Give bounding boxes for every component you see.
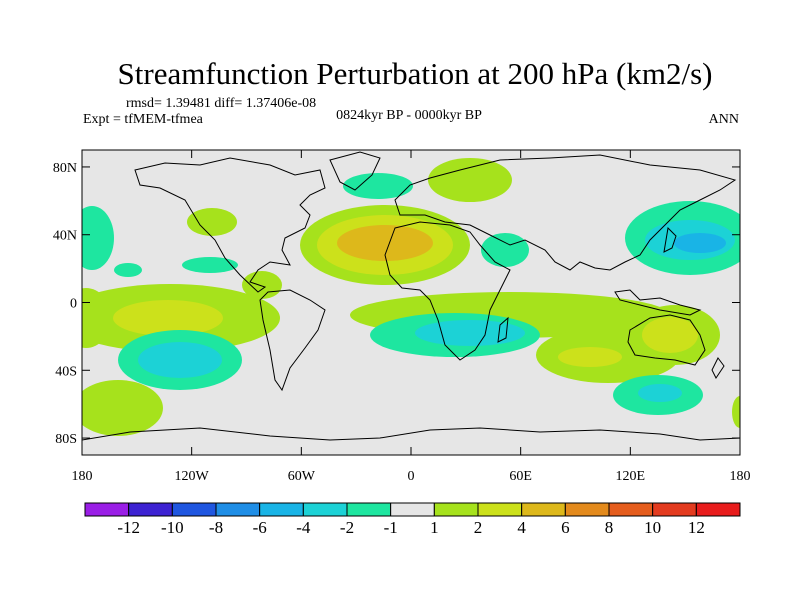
colorbar-swatch (477, 502, 523, 517)
contour-io-low-2 (415, 320, 525, 346)
colorbar-swatch (652, 502, 697, 517)
contour-spac-low-2 (638, 384, 682, 402)
coast-australia (627, 314, 706, 366)
colorbar-label: -12 (117, 518, 140, 537)
contour-natl-low (343, 173, 413, 199)
anomaly-contours (82, 158, 740, 436)
colorbar-swatch (695, 502, 741, 517)
colorbar-swatch (84, 502, 130, 517)
contour-sio-4 (558, 347, 622, 367)
x-tick-label: 0 (408, 469, 415, 484)
x-tick-label: 60W (288, 469, 316, 484)
contour-npacific-low (114, 263, 142, 277)
colorbar-swatch (302, 502, 348, 517)
contour-npacific-small (187, 208, 237, 236)
coast-new-zealand (711, 357, 725, 379)
coast-japan (663, 226, 677, 253)
coast-north-america (134, 157, 326, 293)
colorbar-swatch (128, 502, 173, 517)
colorbar-label: 8 (605, 518, 614, 537)
contour-w-edge-low (82, 206, 114, 270)
colorbar-swatch (433, 502, 479, 517)
colorbar-label: 12 (688, 518, 705, 537)
colorbar-swatch (390, 502, 435, 517)
colorbar: -12 -10 -8 -6 -4 -2 -1 1 2 4 6 8 10 12 (84, 502, 741, 537)
season-label: ANN (709, 112, 739, 127)
coast-greenland (329, 151, 381, 191)
colorbar-label: -8 (209, 518, 223, 537)
colorbar-swatch (608, 502, 654, 517)
colorbar-label: -10 (161, 518, 184, 537)
contour-natl-6 (337, 225, 433, 261)
coast-south-america (259, 289, 326, 392)
contour-scandinavia (428, 158, 512, 202)
contour-e-edge (732, 396, 740, 428)
coast-eurasia (394, 154, 737, 271)
x-tick-label: 180 (72, 469, 93, 484)
period-label: 0824kyr BP - 0000kyr BP (336, 108, 482, 123)
coastlines (82, 151, 740, 441)
x-tick-label: 180 (730, 469, 751, 484)
contour-w-edge (82, 288, 111, 348)
x-tick-label: 60E (509, 469, 532, 484)
coast-antarctica (82, 427, 740, 441)
y-axis: 80N 40N 0 40S 80S (53, 161, 740, 447)
colorbar-swatch (521, 502, 566, 517)
x-tick-label: 120W (175, 469, 210, 484)
colorbar-label: -6 (253, 518, 267, 537)
y-tick-label: 40N (53, 229, 77, 244)
experiment-label: Expt = tfMEM-tfmea (83, 112, 204, 127)
contour-trop-epacific-4 (113, 300, 223, 336)
colorbar-label: -4 (296, 518, 311, 537)
y-tick-label: 40S (55, 364, 77, 379)
y-tick-label: 80N (53, 161, 77, 176)
coast-africa (384, 221, 511, 361)
colorbar-swatch (346, 502, 392, 517)
contour-npacific-low2 (182, 257, 238, 273)
colorbar-label: 10 (644, 518, 661, 537)
colorbar-label: 6 (561, 518, 570, 537)
y-tick-label: 80S (55, 432, 77, 447)
x-tick-label: 120E (616, 469, 646, 484)
map-plot: 180 120W 60W 0 60E 120E 180 80N 40N 0 40S 80S (53, 149, 751, 484)
contour-spacific-2 (138, 342, 222, 378)
x-axis: 180 120W 60W 0 60E 120E 180 (72, 150, 751, 484)
contour-aus-4 (642, 317, 698, 353)
coast-madagascar (497, 316, 509, 343)
colorbar-label: 4 (517, 518, 526, 537)
colorbar-swatch (564, 502, 610, 517)
colorbar-swatch (171, 502, 217, 517)
y-tick-label: 0 (70, 297, 77, 312)
contour-swpacific (82, 380, 163, 436)
stats-label: rmsd= 1.39481 diff= 1.37406e-08 (126, 96, 316, 111)
colorbar-label: -1 (384, 518, 398, 537)
colorbar-label: 1 (430, 518, 439, 537)
contour-arabia-low (481, 233, 529, 267)
contour-central-america (242, 271, 282, 299)
contour-nwpacific-4 (674, 233, 726, 253)
colorbar-swatch (259, 502, 304, 517)
chart-title: Streamfunction Perturbation at 200 hPa (… (118, 56, 713, 91)
coast-indonesia (614, 289, 702, 316)
colorbar-label: -2 (340, 518, 354, 537)
colorbar-label: 2 (474, 518, 483, 537)
colorbar-swatch (215, 502, 261, 517)
